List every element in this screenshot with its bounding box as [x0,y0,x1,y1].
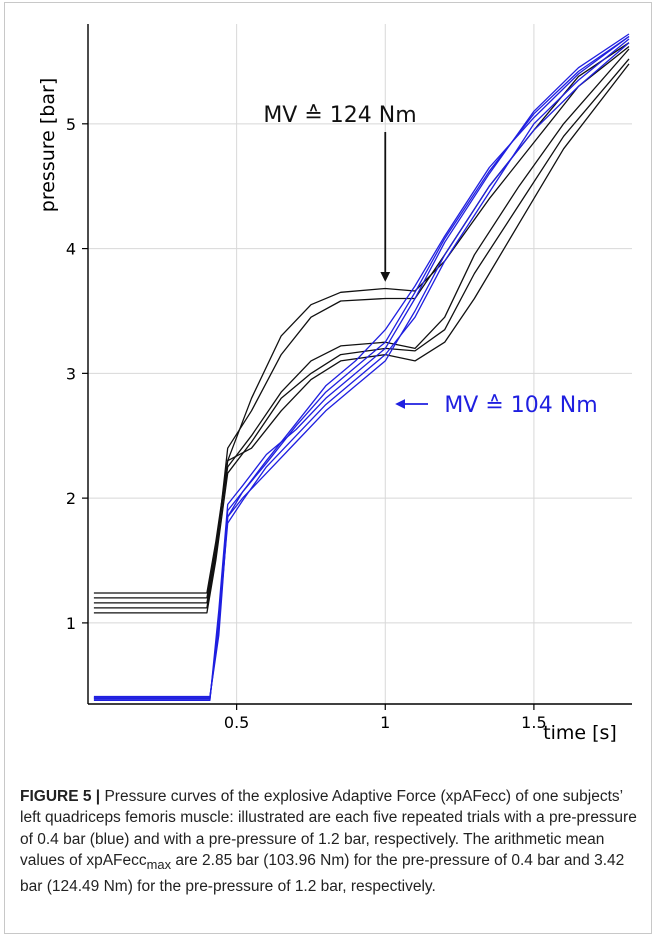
y-tick-label-1: 2 [66,489,76,508]
black-trial-line-3 [93,58,630,614]
x-tick-label-0: 0.5 [224,713,249,732]
annotation-124nm: MV ≙ 124 Nm [263,103,416,128]
caption-subscript: max [146,857,172,873]
y-tick-label-2: 3 [66,364,76,383]
series-group [93,33,630,701]
annotations: MV ≙ 124 Nm MV ≙ 104 Nm [263,103,597,418]
y-tick-label-4: 5 [66,115,76,134]
x-tick-label-1: 1 [380,713,390,732]
blue-trial-line-5 [93,35,630,699]
x-tick-label-2: 1.5 [521,713,546,732]
x-axis-label: time [s] [543,722,617,744]
black-trial-line-0 [93,45,630,604]
figure-frame [4,2,652,934]
y-tick-label-3: 4 [66,240,76,259]
y-axis-label: pressure [bar] [37,78,59,212]
blue-trial-line-6 [93,33,630,701]
blue-trial-line-9 [93,35,630,699]
caption-text-1: Pressure curves of the explosive Adaptiv… [20,788,637,870]
y-ticks: 1 2 3 4 5 [66,115,88,633]
black-trial-line-4 [93,63,630,594]
pressure-chart: 0.5 1 1.5 1 2 3 4 5 MV ≙ 124 Nm MV ≙ 104 Nm pre… [37,24,632,744]
caption-label: FIGURE 5 | [20,788,101,805]
x-ticks: 0.5 1 1.5 [224,704,547,732]
caption-text-2: are 2.85 bar (103.96 Nm) for the pre-pre… [20,852,625,895]
annotation-104nm: MV ≙ 104 Nm [444,393,597,418]
figure-caption: FIGURE 5 | Pressure curves of the explos… [20,786,638,897]
y-tick-label-0: 1 [66,614,76,633]
black-trial-line-2 [93,48,630,599]
